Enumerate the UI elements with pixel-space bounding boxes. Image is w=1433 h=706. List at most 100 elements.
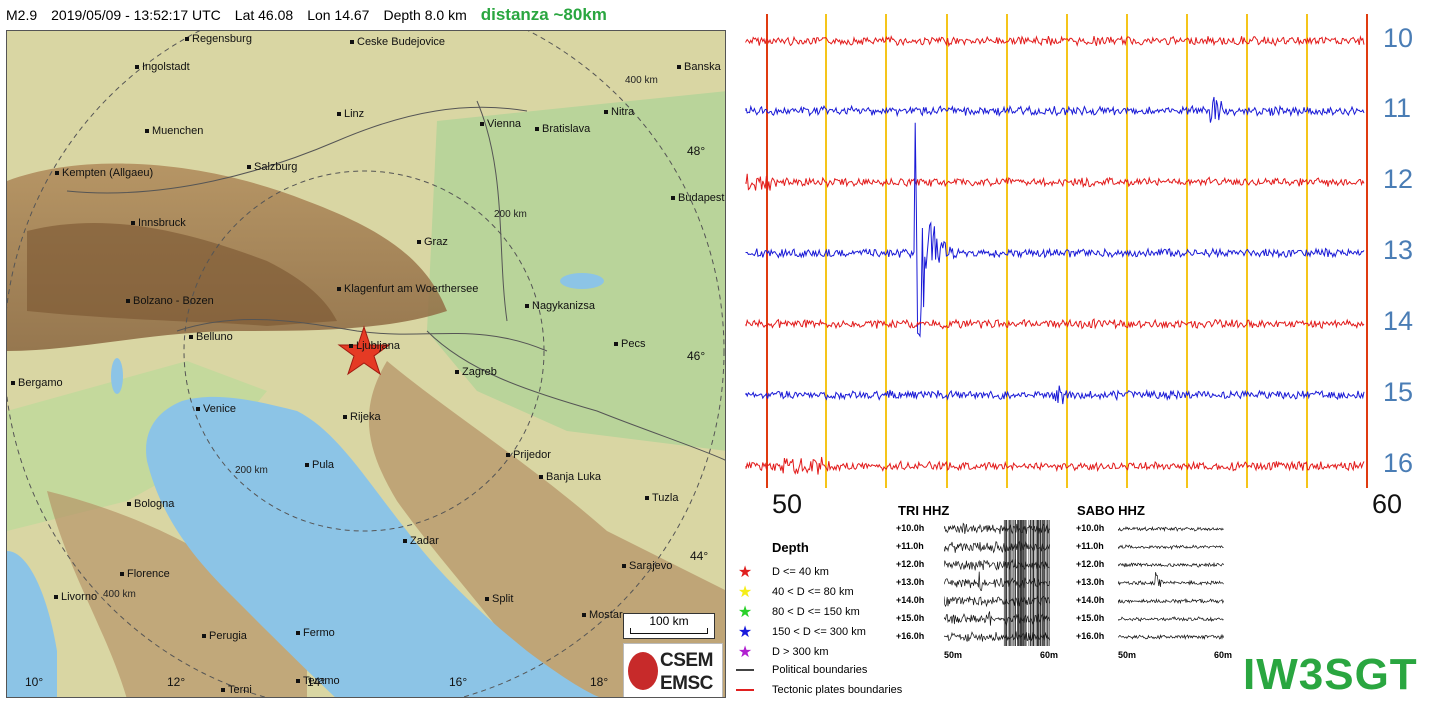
city-label: Innsbruck [131, 217, 186, 229]
mini-trace [944, 571, 1050, 591]
helicorder-seismogram [745, 14, 1368, 488]
star-icon: ★ [737, 584, 753, 601]
legend-item: ★ 150 < D <= 300 km [736, 622, 866, 642]
city-label: Vienna [480, 118, 521, 130]
city-label: Graz [417, 236, 448, 248]
hour-label: 14 [1383, 306, 1414, 336]
longitude-label: 18° [590, 675, 609, 689]
csem-emsc-logo: CSEM EMSC [623, 643, 723, 697]
mini-row-label: +15.0h [896, 613, 925, 623]
tri-helicorder [944, 520, 1050, 646]
city-label: Ingolstadt [135, 61, 190, 73]
legend-line-item: Political boundaries [736, 664, 867, 676]
mini-row-label: +11.0h [896, 541, 924, 551]
city-label: Rijeka [343, 411, 381, 423]
mini-x-label: 60m [1214, 650, 1233, 660]
mini-trace [944, 631, 1050, 642]
hour-label: 13 [1383, 235, 1414, 265]
city-label: Venice [196, 403, 236, 415]
mini-trace [1118, 544, 1224, 551]
line-swatch [736, 689, 754, 691]
map-legend: Depth ★ D <= 40 km ★ 40 < D <= 80 km ★ 80 < D… [736, 538, 946, 706]
city-label: Zadar [403, 535, 439, 547]
city-label: Pula [305, 459, 334, 471]
city-label: Mostar [582, 609, 623, 621]
trace-hour-14 [745, 318, 1365, 330]
city-label: Terni [221, 684, 252, 696]
sabo-title: SABO HHZ [1077, 503, 1145, 518]
city-label: Perugia [202, 630, 247, 642]
mini-x-label: 50m [944, 650, 963, 660]
legend-item-label: D > 300 km [772, 646, 829, 658]
map-terrain [7, 31, 725, 697]
city-label: Zagreb [455, 366, 497, 378]
legend-item-label: D <= 40 km [772, 566, 829, 578]
legend-item: ★ 40 < D <= 80 km [736, 582, 854, 602]
mini-row-label: +16.0h [1076, 631, 1105, 641]
city-label: Nitra [604, 106, 634, 118]
mini-trace [944, 611, 1050, 627]
mini-row-label: +10.0h [896, 523, 925, 533]
city-label: Salzburg [247, 161, 297, 173]
event-depth: Depth 8.0 km [383, 7, 467, 23]
hour-label: 16 [1383, 448, 1414, 478]
city-label: Muenchen [145, 125, 203, 137]
scale-label: 100 km [649, 614, 689, 628]
city-label: Bologna [127, 498, 174, 510]
legend-line-label: Tectonic plates boundaries [772, 684, 903, 696]
city-label: Kempten (Allgaeu) [55, 167, 153, 179]
mini-row-label: +11.0h [1076, 541, 1104, 551]
mini-trace [1118, 634, 1224, 640]
city-label: Prijedor [506, 449, 551, 461]
mini-trace [1118, 598, 1224, 605]
city-label: Bergamo [11, 377, 63, 389]
map-scale-bar: 100 km [623, 613, 715, 639]
latitude-label: 44° [690, 549, 709, 563]
trace-hour-10 [745, 34, 1365, 48]
longitude-label: 12° [167, 675, 186, 689]
mini-trace [944, 540, 1050, 554]
city-label: Florence [120, 568, 170, 580]
mini-row-label: +10.0h [1076, 523, 1105, 533]
mini-row-label: +15.0h [1076, 613, 1105, 623]
trace-hour-15 [745, 385, 1365, 405]
logo-bottom: EMSC [660, 673, 713, 694]
city-label: Teramo [296, 675, 340, 687]
star-icon: ★ [737, 644, 753, 661]
distance-ring-label: 400 km [625, 75, 658, 86]
station-callsign: IW3SGT [1243, 650, 1418, 699]
mini-trace [944, 595, 1050, 608]
star-icon: ★ [737, 604, 753, 621]
city-label: Nagykanizsa [525, 300, 595, 312]
line-swatch [736, 669, 754, 671]
latitude-label: 46° [687, 349, 706, 363]
longitude-label: 10° [25, 675, 44, 689]
legend-item: ★ D > 300 km [736, 642, 829, 662]
hour-label: 10 [1383, 23, 1414, 53]
city-label: Budapest [671, 192, 724, 204]
longitude-label: 14° [307, 675, 326, 689]
legend-item: ★ D <= 40 km [736, 562, 829, 582]
city-label: Banja Luka [539, 471, 601, 483]
trace-hour-16 [745, 456, 1365, 475]
mini-row-label: +14.0h [1076, 595, 1105, 605]
event-distance: distanza ~80km [480, 5, 607, 24]
legend-item-label: 80 < D <= 150 km [772, 606, 860, 618]
mini-trace [944, 559, 1050, 571]
mini-trace [944, 522, 1050, 535]
longitude-label: 16° [449, 675, 468, 689]
city-label: Sarajevo [622, 560, 672, 572]
city-label: Livorno [54, 591, 97, 603]
x-axis-end: 60 [1372, 489, 1403, 519]
city-label: Tuzla [645, 492, 679, 504]
hour-label: 12 [1383, 164, 1414, 194]
sabo-helicorder [1118, 526, 1224, 640]
mini-x-label: 60m [1040, 650, 1059, 660]
magnitude: M2.9 [6, 7, 38, 23]
legend-item: ★ 80 < D <= 150 km [736, 602, 860, 622]
trace-hour-12 [745, 173, 1365, 191]
city-label: Bratislava [535, 123, 590, 135]
star-icon: ★ [737, 564, 753, 581]
distance-ring-label: 200 km [235, 465, 268, 476]
city-label: Fermo [296, 627, 335, 639]
